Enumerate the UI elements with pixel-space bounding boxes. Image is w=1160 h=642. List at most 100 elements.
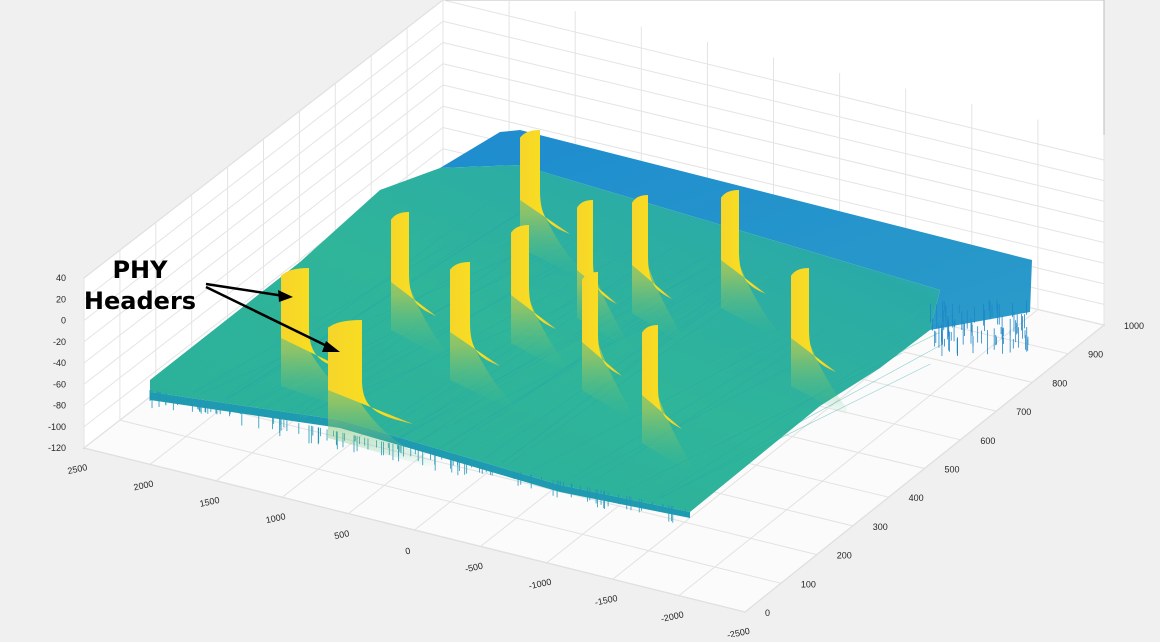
z-grid-line — [442, 42, 1105, 202]
surface-ridge-line — [226, 211, 522, 401]
peak-tail — [511, 231, 567, 373]
y-tick-label: 900 — [1088, 350, 1103, 360]
z-tick-label: 0 — [61, 316, 66, 326]
surface-front-edge — [150, 392, 690, 518]
peak-tail — [642, 331, 692, 473]
surface-ridge-line — [418, 259, 711, 444]
peak-wall — [511, 225, 556, 329]
surface-ridge-line — [621, 332, 940, 490]
surface-ridge-line — [641, 312, 952, 495]
peak-tail — [328, 326, 434, 468]
surface-back-region — [440, 130, 1032, 330]
surface-ridge-line — [509, 295, 743, 465]
z-grid-line — [83, 63, 444, 343]
peak-wall — [642, 325, 682, 429]
z-tick-label: -120 — [48, 443, 66, 453]
z-grid-line — [83, 42, 444, 321]
peak-tail — [632, 201, 682, 343]
surface-ridge-line — [570, 335, 803, 479]
peak-tail — [791, 274, 847, 416]
y-tick-label: 700 — [1016, 407, 1031, 417]
z-grid-line — [442, 105, 1105, 264]
z-tick-label: 40 — [56, 273, 66, 283]
surface-ridge-line — [398, 248, 719, 440]
annotation-arrowhead-1 — [278, 290, 293, 302]
y-tick-label: 400 — [909, 493, 924, 503]
peak-wall — [582, 272, 622, 376]
surface-ridge-line — [499, 280, 758, 463]
y-axis-ticks: 0 100 200 300 400 500 600 700 800 900 1000 — [765, 321, 1144, 618]
x-tick-label: 1000 — [265, 511, 287, 525]
y-tick-label: 800 — [1052, 378, 1067, 388]
surface-ridge-line — [370, 274, 611, 434]
surface-ridge-line — [659, 344, 943, 499]
z-grid-line — [83, 105, 444, 385]
surface-ridge-line — [411, 283, 656, 443]
surface-ridge-line — [624, 352, 903, 491]
z-grid-line — [83, 0, 444, 279]
z-grid-line — [83, 20, 444, 300]
z-tick-label: -100 — [48, 422, 66, 432]
annotation-line-2: Headers — [84, 287, 196, 315]
x-tick-label: -2500 — [726, 626, 751, 637]
surface-ridge-line — [229, 229, 525, 402]
x-tick-label: 2500 — [67, 462, 89, 476]
y-tick-label: 600 — [980, 436, 995, 446]
y-tick-label: 300 — [873, 522, 888, 532]
peak-wall — [281, 268, 351, 372]
annotation-line-1: PHY — [112, 256, 168, 284]
y-tick-label: 1000 — [1124, 321, 1144, 331]
surface-ridge-line — [222, 203, 487, 400]
peak-tail — [721, 196, 777, 338]
peak-wall — [450, 262, 500, 366]
z-grid-line — [442, 0, 1105, 161]
peak-wall — [721, 190, 766, 294]
annotation-arrowhead-2 — [322, 341, 340, 352]
peak-wall — [520, 130, 570, 234]
peak-tail — [582, 278, 632, 420]
z-grid-line — [442, 63, 1105, 223]
z-tick-label: -40 — [53, 358, 66, 368]
z-grid-line — [442, 20, 1105, 182]
z-grid-line — [83, 127, 444, 406]
floor-grid-line — [744, 324, 1105, 613]
y-tick-label: 500 — [945, 465, 960, 475]
surface-ridge-line — [656, 336, 908, 498]
surface-ridge-line — [503, 315, 814, 464]
surface-ridge-line — [540, 323, 811, 472]
z-grid-line — [442, 84, 1105, 243]
z-tick-label: -60 — [53, 379, 66, 389]
x-tick-label: 500 — [333, 528, 350, 541]
x-tick-label: -2000 — [660, 609, 685, 624]
z-tick-label: -20 — [53, 337, 66, 347]
surface-ridge-line — [414, 302, 692, 444]
z-axis-ticks: 40 20 0 -20 -40 -60 -80 -100 -120 — [48, 273, 66, 453]
peak-wall — [328, 320, 413, 424]
peak-tail — [450, 268, 512, 410]
surface-ridge-line — [532, 319, 818, 470]
z-tick-label: 20 — [56, 294, 66, 304]
peak-tail — [391, 218, 447, 360]
z-tick-label: -80 — [53, 401, 66, 411]
annotation-arrow-1 — [205, 282, 285, 298]
x-tick-label: 1500 — [199, 495, 221, 509]
x-tick-label: 2000 — [133, 478, 155, 492]
x-tick-label: 0 — [404, 546, 411, 557]
floor-grid-line — [678, 309, 1039, 596]
annotation: PHY Headers — [84, 256, 340, 352]
peak-wall — [632, 195, 672, 299]
peak-tail — [520, 136, 582, 278]
x-tick-label: -1000 — [528, 577, 553, 592]
x-tick-label: -500 — [464, 561, 484, 575]
y-tick-label: 100 — [801, 579, 816, 589]
surface-ridge-line — [377, 257, 654, 435]
peak-tail — [281, 274, 368, 416]
y-tick-label: 200 — [837, 551, 852, 561]
surface-ridge-line — [591, 328, 828, 484]
peak-group — [281, 130, 847, 473]
peak-wall — [391, 212, 436, 316]
surface-ridge-line — [658, 363, 931, 499]
annotation-arrow-2 — [205, 285, 332, 350]
